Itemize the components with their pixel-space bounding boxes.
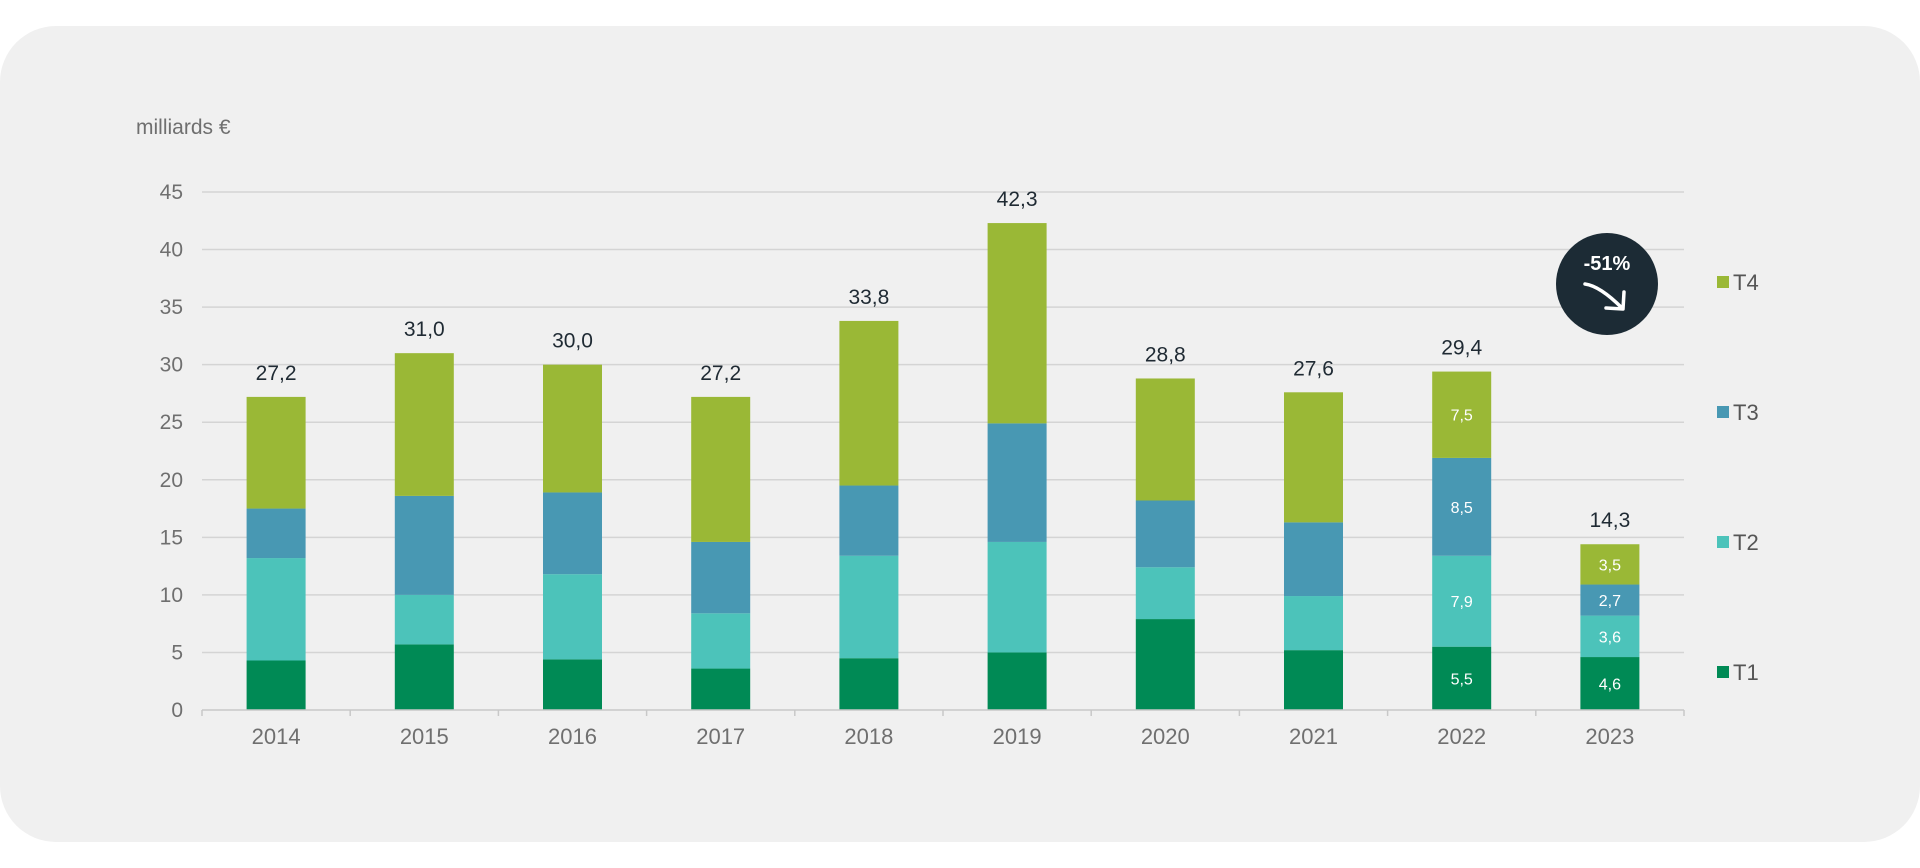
x-tick-label: 2020 — [1141, 724, 1190, 749]
segment-value-label: 7,5 — [1451, 408, 1473, 425]
bar-total-label: 14,3 — [1589, 509, 1630, 532]
y-tick-label: 20 — [160, 469, 183, 492]
y-tick-label: 45 — [160, 181, 183, 204]
segment-value-label: 2,7 — [1599, 593, 1621, 610]
bar-segment-t2 — [1135, 567, 1195, 620]
data-labels: 27,2 31,0 30,0 27,2 33,8 42,3 28,8 27,6 5,5 7,9 8,… — [256, 188, 1631, 693]
segment-value-label: 3,6 — [1599, 629, 1621, 646]
bar-segment-t3 — [987, 423, 1047, 542]
bar-segment-t3 — [691, 541, 751, 614]
legend-label-t4: T4 — [1733, 270, 1759, 295]
bar-total-label: 27,6 — [1293, 357, 1334, 380]
legend-swatch-t2 — [1717, 536, 1729, 548]
y-tick-label: 35 — [160, 296, 183, 319]
bar-segment-t1 — [1580, 657, 1640, 710]
bar-segment-t1 — [691, 668, 751, 710]
segment-value-label: 4,6 — [1599, 677, 1621, 694]
bar-segment-t1 — [1135, 619, 1195, 710]
bar-segment-t2 — [839, 555, 899, 659]
badge-circle — [1556, 233, 1658, 335]
y-tick-label: 15 — [160, 526, 183, 549]
bar-segment-t1 — [394, 644, 454, 710]
y-tick-label: 25 — [160, 411, 183, 434]
bar-segment-t2 — [394, 594, 454, 645]
x-tick-label: 2022 — [1437, 724, 1486, 749]
bar-segment-t3 — [1284, 522, 1343, 597]
legend-swatch-t3 — [1717, 406, 1729, 418]
bar-total-label: 27,2 — [700, 362, 741, 385]
x-tick-label: 2014 — [252, 724, 301, 749]
bar-segment-t3 — [1135, 500, 1195, 568]
bar-total-label: 30,0 — [552, 330, 593, 353]
bar-segment-t4 — [1135, 378, 1195, 501]
bar-segment-t1 — [1432, 646, 1492, 710]
bar-segment-t4 — [394, 353, 454, 496]
x-tick-label: 2023 — [1585, 724, 1634, 749]
bar-segment-t1 — [543, 659, 602, 710]
y-tick-label: 40 — [160, 239, 183, 262]
bar-segment-t3 — [246, 508, 306, 559]
bar-segment-t4 — [987, 223, 1047, 424]
bar-total-label: 27,2 — [256, 362, 297, 385]
bar-segment-t2 — [1284, 596, 1343, 651]
bar-segment-t4 — [1284, 392, 1343, 523]
bar-segment-t1 — [987, 652, 1047, 710]
x-tick-label: 2016 — [548, 724, 597, 749]
arrow-down-right-icon — [1583, 282, 1626, 311]
legend: T1 T2 T3 T4 — [1717, 270, 1759, 685]
segment-value-label: 8,5 — [1451, 500, 1473, 517]
bar-segment-t4 — [543, 364, 602, 493]
bar-total-label: 31,0 — [404, 318, 445, 341]
x-tick-label: 2018 — [844, 724, 893, 749]
y-tick-label: 10 — [160, 584, 183, 607]
bar-segment-t4 — [691, 396, 751, 542]
bar-segment-t3 — [394, 495, 454, 595]
bar-segment-t1 — [1284, 650, 1343, 710]
bar-total-label: 42,3 — [997, 188, 1038, 211]
bar-segment-t2 — [1580, 615, 1640, 658]
y-tick-label: 5 — [171, 641, 183, 664]
x-tick-label: 2017 — [696, 724, 745, 749]
bar-segment-t3 — [543, 492, 602, 575]
bar-segment-t3 — [1580, 584, 1640, 616]
bar-total-label: 28,8 — [1145, 343, 1186, 366]
y-unit-label: milliards € — [136, 116, 231, 139]
x-tick-label: 2021 — [1289, 724, 1338, 749]
axes: 0 5 10 15 20 25 30 35 40 45 2014 2015 2016 2017 2018 20… — [160, 181, 1685, 749]
legend-swatch-t1 — [1717, 666, 1729, 678]
legend-label-t3: T3 — [1733, 400, 1759, 425]
badge-text: -51% — [1584, 253, 1631, 275]
bar-segment-t4 — [839, 320, 899, 486]
legend-swatch-t4 — [1717, 276, 1729, 288]
legend-label-t2: T2 — [1733, 530, 1759, 555]
segment-value-label: 3,5 — [1599, 557, 1621, 574]
legend-label-t1: T1 — [1733, 660, 1759, 685]
bar-segment-t2 — [1432, 555, 1492, 647]
y-tick-label: 0 — [171, 699, 183, 722]
change-badge: -51% — [1556, 233, 1658, 335]
x-tick-label: 2019 — [993, 724, 1042, 749]
bar-segment-t1 — [246, 660, 306, 710]
bar-segment-t2 — [543, 574, 602, 660]
bar-segment-t4 — [246, 396, 306, 509]
bar-segment-t4 — [1432, 371, 1492, 458]
bar-segment-t2 — [987, 541, 1047, 653]
bar-total-label: 29,4 — [1441, 337, 1482, 360]
bar-segment-t1 — [839, 658, 899, 710]
y-tick-label: 30 — [160, 354, 183, 377]
bar-total-label: 33,8 — [848, 286, 889, 309]
bar-segment-t3 — [839, 485, 899, 556]
x-tick-label: 2015 — [400, 724, 449, 749]
bars — [246, 223, 1640, 710]
segment-value-label: 7,9 — [1451, 594, 1473, 611]
segment-value-label: 5,5 — [1451, 671, 1473, 688]
bar-segment-t2 — [246, 558, 306, 661]
bar-segment-t4 — [1580, 544, 1640, 585]
bar-segment-t2 — [691, 613, 751, 669]
bar-segment-t3 — [1432, 457, 1492, 556]
